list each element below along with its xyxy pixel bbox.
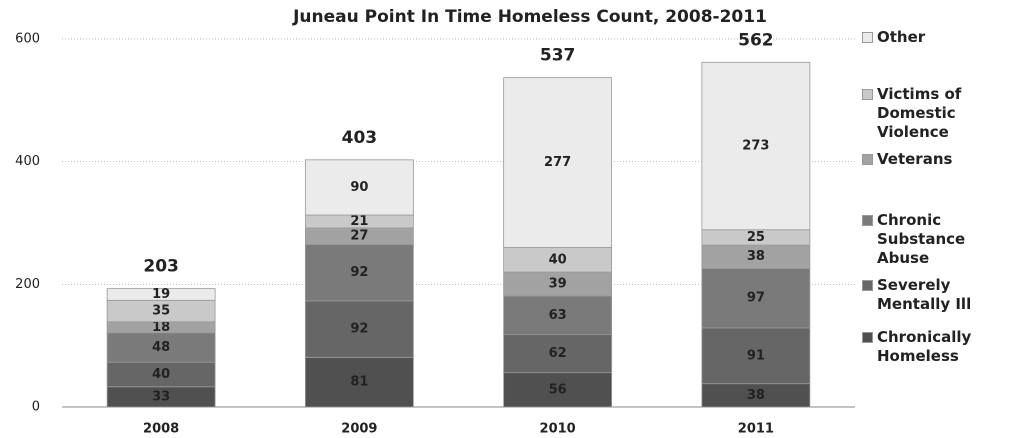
value-label: 56 [549, 382, 567, 397]
value-label: 39 [549, 277, 567, 292]
value-label: 63 [549, 308, 567, 323]
bar-segment [304, 300, 414, 358]
total-label: 537 [540, 46, 576, 66]
value-label: 92 [350, 265, 368, 280]
legend-item: Chronically Homeless [862, 328, 1027, 366]
value-label: 27 [350, 229, 368, 244]
value-label: 33 [152, 389, 170, 404]
value-label: 35 [152, 304, 170, 319]
legend-item: Severely Mentally Ill [862, 276, 1027, 314]
value-label: 90 [350, 180, 368, 195]
bar-segment [304, 244, 414, 302]
value-label: 38 [747, 388, 765, 403]
total-label: 403 [342, 128, 378, 148]
x-tick-label: 2011 [738, 422, 774, 437]
value-label: 92 [350, 322, 368, 337]
bar-segment [106, 288, 216, 301]
value-label: 62 [549, 346, 567, 361]
bar-segment [701, 327, 811, 385]
x-tick-label: 2008 [143, 422, 179, 437]
legend-swatch [862, 280, 873, 291]
legend-swatch [862, 32, 873, 43]
total-label: 203 [143, 257, 179, 277]
legend-label: Chronic Substance Abuse [877, 211, 966, 267]
x-tick-label: 2009 [341, 422, 377, 437]
value-label: 273 [742, 139, 769, 154]
value-label: 25 [747, 230, 765, 245]
legend-swatch [862, 154, 873, 165]
legend-label: Chronically Homeless [877, 328, 972, 365]
value-label: 48 [152, 340, 170, 355]
legend-label: Veterans [877, 150, 953, 168]
bar-segment [106, 361, 216, 388]
y-tick-label: 0 [32, 400, 40, 415]
legend-item: Victims of Domestic Violence [862, 85, 1027, 142]
chart-title: Juneau Point In Time Homeless Count, 200… [292, 7, 767, 27]
bar-segment [503, 247, 613, 273]
value-label: 277 [544, 155, 571, 170]
y-tick-label: 200 [15, 277, 40, 292]
legend-swatch [862, 332, 873, 343]
plot: Juneau Point In Time Homeless Count, 200… [15, 7, 855, 437]
bar-segment [106, 332, 216, 363]
value-label: 91 [747, 348, 765, 363]
value-label: 40 [152, 367, 170, 382]
total-label: 562 [738, 30, 774, 50]
bar-segment [503, 295, 613, 336]
legend-label: Victims of Domestic Violence [877, 85, 962, 141]
value-label: 97 [747, 291, 765, 306]
x-tick-label: 2010 [540, 422, 576, 437]
bar-segment [304, 356, 414, 408]
legend-item: Veterans [862, 150, 1027, 169]
legend-label: Other [877, 28, 926, 46]
legend: Other Victims of Domestic Violence Veteran… [862, 28, 1027, 366]
value-label: 18 [152, 320, 170, 335]
legend-item: Other [862, 28, 1027, 47]
bar-segment [701, 267, 811, 329]
value-label: 40 [549, 252, 567, 267]
value-label: 38 [747, 249, 765, 264]
legend-swatch [862, 89, 873, 100]
bar-segment [701, 61, 811, 231]
value-label: 19 [152, 287, 170, 302]
y-tick-label: 400 [15, 154, 40, 169]
bar-segment [503, 372, 613, 408]
bar-segment [503, 77, 613, 248]
value-label: 81 [350, 375, 368, 390]
legend-label: Severely Mentally Ill [877, 276, 972, 313]
value-label: 21 [350, 214, 368, 229]
y-tick-label: 600 [15, 32, 40, 47]
legend-item: Chronic Substance Abuse [862, 211, 1027, 268]
legend-swatch [862, 215, 873, 226]
bar-segment [304, 159, 414, 216]
